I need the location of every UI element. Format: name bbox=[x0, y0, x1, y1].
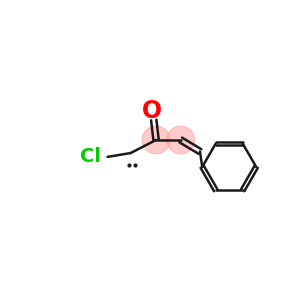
Text: O: O bbox=[142, 99, 162, 123]
Text: Cl: Cl bbox=[80, 147, 101, 167]
Circle shape bbox=[167, 126, 195, 154]
Circle shape bbox=[142, 126, 170, 154]
